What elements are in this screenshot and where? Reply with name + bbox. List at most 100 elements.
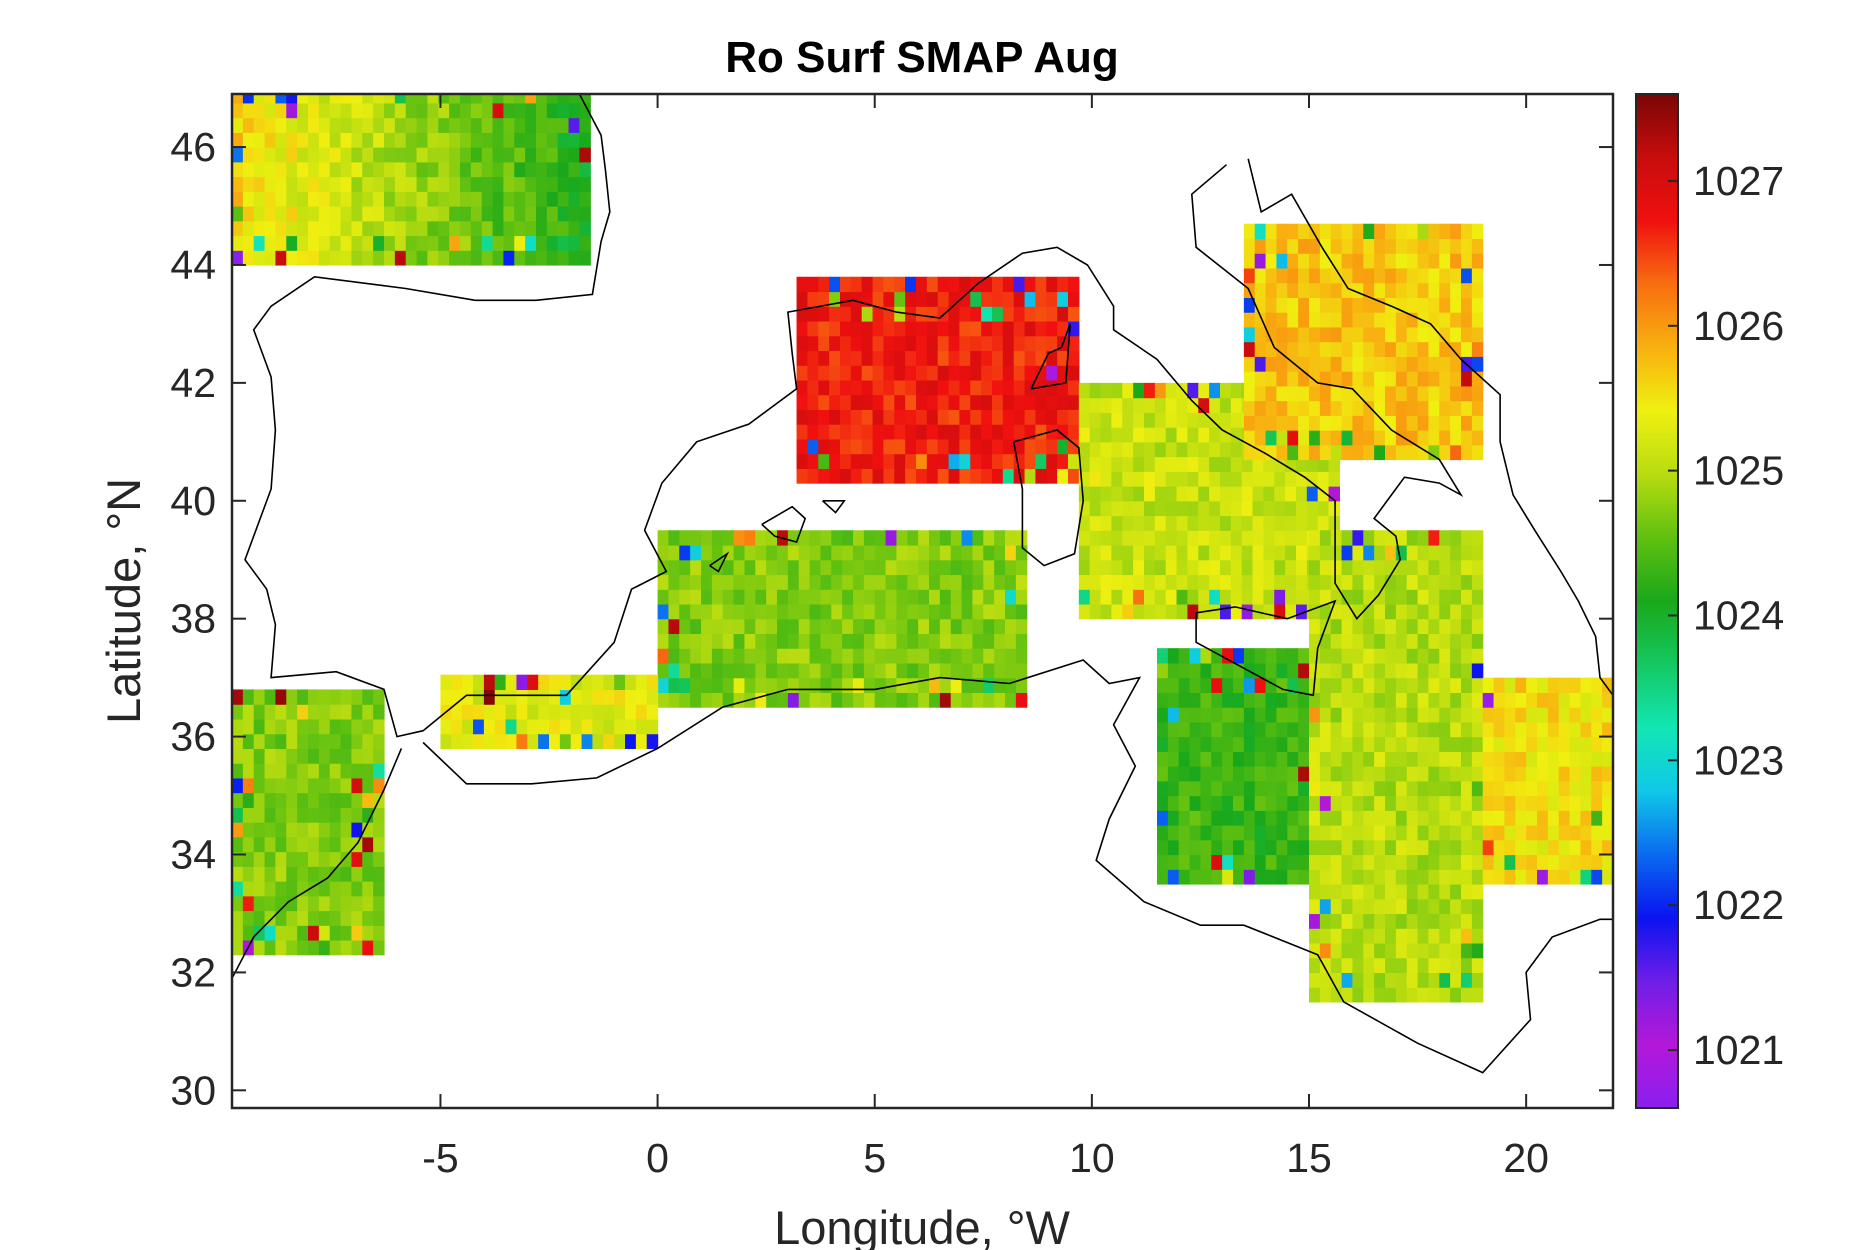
x-tick-label: 5 <box>863 1135 886 1181</box>
heat-cell <box>1078 559 1091 576</box>
heat-cell <box>1209 441 1221 458</box>
colorbar-tick-label: 1021 <box>1693 1027 1784 1073</box>
heat-cell <box>1276 825 1288 841</box>
heat-cell <box>1602 677 1613 693</box>
heat-cell <box>1395 662 1408 679</box>
heat-cell <box>1319 751 1332 767</box>
heat-cell <box>1428 297 1440 313</box>
heat-cell <box>926 438 939 455</box>
heat-cell <box>1178 869 1191 885</box>
heat-cell <box>1558 839 1571 856</box>
heat-cell <box>885 544 898 561</box>
heat-cell <box>286 132 298 148</box>
heat-cell <box>657 648 670 664</box>
heat-cell <box>896 574 908 590</box>
heat-cell <box>340 147 353 163</box>
heat-cell <box>351 102 363 119</box>
heat-cell <box>1002 438 1015 455</box>
heat-cell <box>505 674 518 691</box>
heat-cell <box>722 589 735 605</box>
heat-cell <box>883 453 895 469</box>
heat-cell <box>1395 825 1408 841</box>
heat-cell <box>1406 766 1419 782</box>
heat-cell <box>1385 795 1397 811</box>
heat-cell <box>1471 766 1484 782</box>
heat-cell <box>1395 633 1408 649</box>
heat-cell <box>1341 633 1354 649</box>
heat-cell <box>1254 385 1267 402</box>
heat-cell <box>416 117 429 133</box>
heat-cell <box>818 365 830 381</box>
heat-cell <box>1417 869 1430 885</box>
heat-cell <box>1374 341 1386 357</box>
heat-cell <box>329 191 342 207</box>
heat-cell <box>1298 692 1310 708</box>
heat-cell <box>905 453 917 469</box>
heat-cell <box>1222 810 1234 826</box>
heat-cell <box>405 250 418 266</box>
heat-cell <box>438 191 450 207</box>
heat-cell <box>842 692 854 708</box>
heat-cell <box>1417 721 1430 738</box>
heat-cell <box>264 807 277 823</box>
heat-cell <box>1252 471 1265 487</box>
heat-cell <box>1002 394 1015 410</box>
heat-cell <box>1558 751 1571 767</box>
heat-cell <box>959 291 971 307</box>
heat-cell <box>1417 282 1430 298</box>
heat-cell <box>470 235 483 251</box>
heat-cell <box>286 822 298 838</box>
heat-cell <box>926 306 939 322</box>
heat-cell <box>722 618 735 635</box>
heat-cell <box>1417 326 1430 343</box>
heat-cell <box>755 574 767 590</box>
heat-cell <box>896 662 908 679</box>
heat-cell <box>1254 707 1267 723</box>
heat-cell <box>449 191 461 207</box>
heat-cell <box>1285 544 1297 561</box>
heat-cell <box>829 379 841 396</box>
heat-cell <box>1363 238 1375 254</box>
heat-cell <box>983 530 995 546</box>
heat-cell <box>1537 869 1549 885</box>
heat-cell <box>1219 603 1232 620</box>
heat-cell <box>1428 589 1440 605</box>
heat-cell <box>722 692 735 708</box>
heat-cell <box>1471 530 1484 546</box>
heat-cell <box>340 94 353 104</box>
heat-cell <box>1385 810 1397 826</box>
heat-cell <box>1385 721 1397 738</box>
heat-cell <box>440 718 452 735</box>
heat-cell <box>1187 412 1199 428</box>
heat-cell <box>1241 486 1254 502</box>
heat-cell <box>1200 780 1212 797</box>
heat-cell <box>787 648 800 664</box>
heat-cell <box>807 438 819 455</box>
heat-cell <box>460 132 472 148</box>
heat-cell <box>970 379 982 396</box>
heat-cell <box>373 132 385 148</box>
heat-cell <box>1276 371 1288 387</box>
heat-cell <box>373 718 385 735</box>
heat-cell <box>340 895 353 912</box>
heat-cell <box>1406 238 1419 254</box>
heat-cell <box>1330 854 1343 870</box>
heat-cell <box>232 206 244 222</box>
heat-cell <box>1254 825 1267 841</box>
heat-cell <box>308 925 320 941</box>
heat-cell <box>492 250 505 266</box>
heat-cell <box>1265 692 1278 708</box>
heat-cell <box>1298 238 1310 254</box>
heat-cell <box>351 748 363 764</box>
heat-cell <box>318 822 331 838</box>
heat-cell <box>863 633 876 649</box>
heat-cell <box>1198 441 1210 458</box>
heat-cell <box>1352 795 1364 811</box>
heat-cell <box>1406 913 1419 929</box>
heat-cell <box>253 895 266 912</box>
heat-cell <box>1406 854 1419 870</box>
heat-cell <box>1471 356 1484 372</box>
heat-cell <box>1298 677 1310 693</box>
heat-cell <box>1276 385 1288 402</box>
heat-cell <box>1046 438 1058 455</box>
